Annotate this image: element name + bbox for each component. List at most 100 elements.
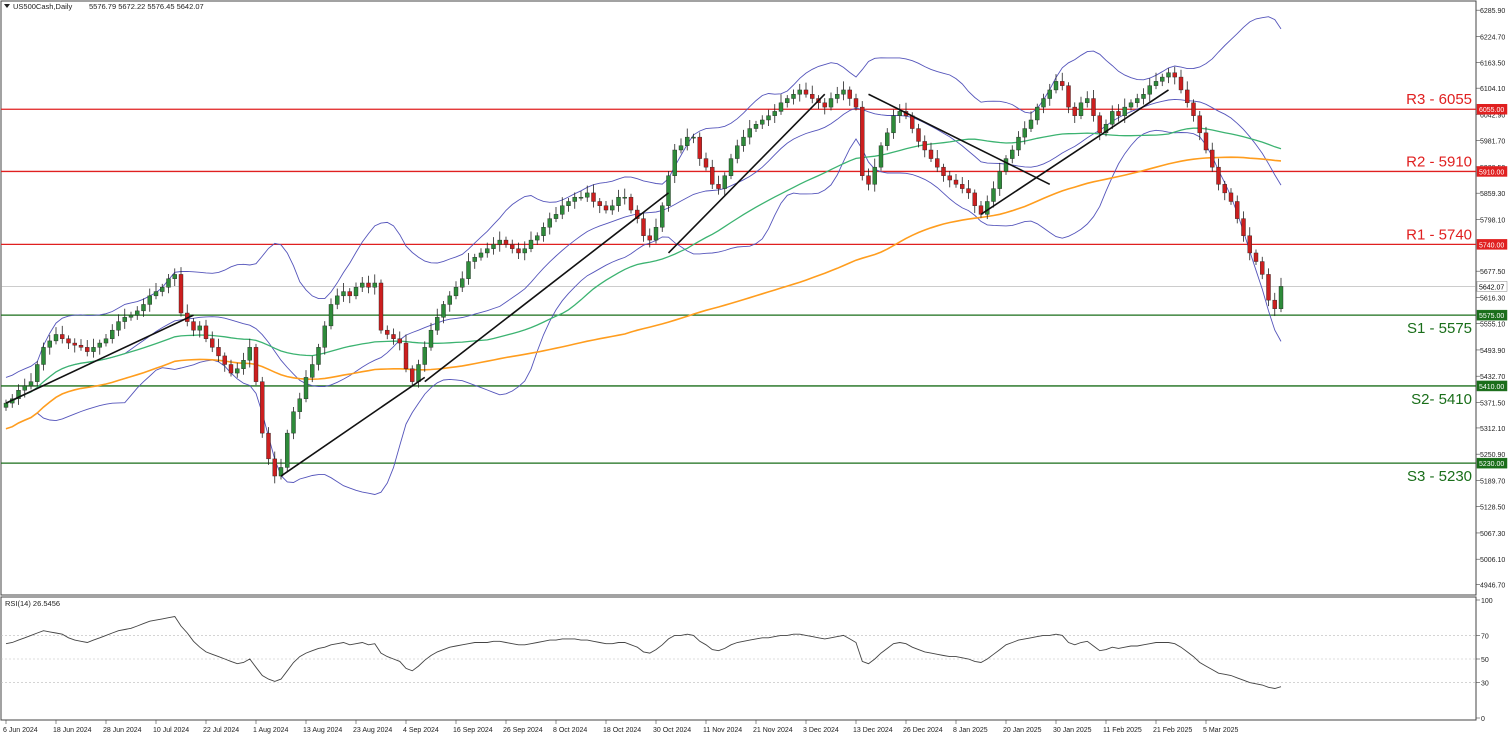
candle-bull: [672, 149, 677, 176]
candle-bull: [553, 214, 559, 219]
price-tick-label: 5432.70: [1480, 374, 1505, 381]
time-tick-label: 22 Jul 2024: [203, 727, 239, 734]
rsi-tick-label: 50: [1481, 657, 1489, 664]
candle-bull: [453, 287, 459, 297]
candle-bull: [116, 321, 121, 331]
candle-bull: [235, 368, 240, 374]
time-tick-label: 18 Jun 2024: [53, 727, 92, 734]
candle-bear: [266, 432, 271, 460]
candle-bear: [953, 179, 959, 185]
candle-bear: [272, 458, 277, 477]
candle-bear: [697, 136, 702, 159]
candle-bull: [1028, 119, 1034, 129]
candle-bear: [503, 239, 509, 245]
level-label: R3 - 6055: [1406, 91, 1472, 108]
candle-bull: [97, 342, 102, 348]
candle-bull: [172, 274, 177, 279]
candle-bear: [928, 149, 934, 159]
price-tag-label: 5740.00: [1479, 242, 1504, 249]
candle-bull: [1003, 158, 1009, 172]
candle-bull: [16, 390, 21, 400]
candle-bull: [872, 166, 877, 185]
time-tick-label: 8 Oct 2024: [553, 727, 587, 734]
candle-bull: [422, 347, 427, 365]
rsi-label: RSI(14) 26.5456: [5, 599, 60, 608]
candle-bull: [1278, 286, 1284, 309]
candle-bull: [247, 347, 252, 361]
price-tick-label: 5250.90: [1480, 452, 1505, 459]
candle-bull: [303, 377, 309, 400]
candle-bear: [1097, 115, 1102, 134]
candle-bull: [485, 248, 490, 254]
time-tick-label: 23 Aug 2024: [353, 727, 392, 734]
candle-bull: [560, 205, 565, 215]
symbol-label: US500Cash,Daily: [13, 2, 72, 11]
candle-bear: [703, 158, 709, 168]
candle-bear: [191, 321, 196, 331]
candle-bear: [1222, 184, 1227, 194]
candle-bull: [997, 171, 1002, 189]
candle-bull: [1122, 106, 1127, 116]
price-tag: [1476, 380, 1508, 392]
trendline[interactable]: [980, 89, 1169, 216]
time-tick-label: 28 Jun 2024: [103, 727, 142, 734]
candle-bull: [1160, 76, 1165, 82]
price-tag-label: 5642.07: [1479, 284, 1504, 291]
candle-bull: [1041, 98, 1046, 108]
candle-bear: [72, 342, 77, 346]
candle-bull: [585, 192, 590, 198]
candle-bull: [610, 205, 615, 211]
trendline[interactable]: [5, 314, 194, 404]
candle-bear: [1072, 106, 1077, 116]
candle-bull: [622, 196, 627, 199]
candle-bull: [678, 145, 684, 151]
time-tick-label: 26 Sep 2024: [503, 727, 543, 734]
candle-bear: [403, 342, 409, 369]
candle-bull: [760, 119, 765, 125]
candle-bull: [1035, 106, 1040, 121]
candle-bear: [910, 115, 915, 129]
candle-bear: [822, 102, 827, 108]
candle-bear: [66, 338, 71, 344]
candle-bear: [1191, 102, 1196, 116]
candle-bull: [547, 218, 552, 228]
candle-bull: [197, 325, 202, 331]
candle-bear: [603, 205, 609, 211]
price-tag: [1476, 457, 1508, 469]
candle-bear: [85, 347, 90, 352]
level-label: R2 - 5910: [1406, 153, 1472, 170]
candle-bear: [203, 325, 209, 339]
candle-bull: [1141, 94, 1146, 99]
candle-bull: [778, 102, 784, 112]
candle-bear: [378, 282, 384, 331]
price-tick-label: 5189.70: [1480, 478, 1505, 485]
candle-bull: [1010, 149, 1015, 159]
candle-bull: [478, 252, 484, 258]
candle-bull: [166, 278, 171, 288]
collapse-triangle-icon[interactable]: [4, 4, 10, 8]
price-tick-label: 6224.70: [1480, 34, 1505, 41]
candle-bull: [528, 239, 534, 249]
candle-bear: [1210, 149, 1215, 168]
candle-bear: [210, 338, 215, 348]
price-tick-label: 5493.90: [1480, 348, 1505, 355]
price-tick-label: 5067.30: [1480, 531, 1505, 538]
trendline[interactable]: [280, 376, 426, 477]
candle-bull: [103, 338, 109, 344]
trendline[interactable]: [868, 93, 1051, 186]
time-axis: 6 Jun 2024 18 Jun 2024 28 Jun 2024 10 Jul 2…: [3, 720, 1239, 734]
trendline[interactable]: [424, 192, 669, 383]
candle-bear: [391, 334, 396, 339]
price-tick-label: 4946.70: [1480, 583, 1505, 590]
price-tag-label: 5910.00: [1479, 169, 1504, 176]
price-tick-label: 5616.30: [1480, 295, 1505, 302]
time-tick-label: 11 Feb 2025: [1103, 727, 1142, 734]
trendline[interactable]: [667, 93, 826, 254]
candle-bear: [960, 184, 965, 189]
candle-bear: [410, 368, 415, 382]
candle-bull: [160, 287, 165, 292]
candle-bull: [316, 347, 321, 365]
candle-bull: [828, 98, 834, 108]
